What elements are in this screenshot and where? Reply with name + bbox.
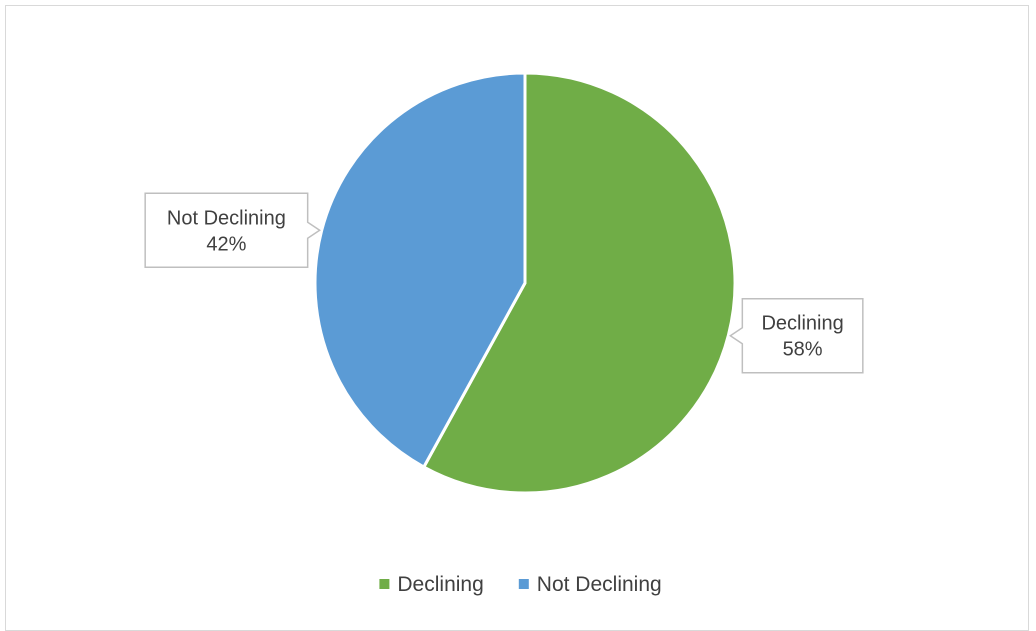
- data-label-category: Not Declining: [167, 207, 286, 229]
- legend-item-not-declining: Not Declining: [518, 573, 662, 596]
- legend-label: Not Declining: [537, 573, 662, 596]
- legend-swatch: [379, 579, 390, 589]
- data-labels: Declining 58% Not Declining 42%: [144, 192, 864, 374]
- legend-item-declining: Declining: [379, 573, 484, 596]
- legend: Declining Not Declining: [379, 573, 662, 596]
- pie-slice-not-declining: [313, 71, 527, 469]
- data-label-value: 58%: [783, 339, 823, 361]
- pie-slices: [313, 71, 737, 495]
- data-label-declining: Declining 58%: [728, 297, 864, 374]
- data-label-value: 42%: [206, 233, 246, 255]
- legend-swatch: [518, 579, 529, 589]
- callout-box-declining: [728, 297, 864, 374]
- callout-box-not-declining: [144, 192, 322, 269]
- data-label-category: Declining: [761, 313, 843, 335]
- legend-label: Declining: [397, 573, 483, 596]
- data-label-not-declining: Not Declining 42%: [144, 192, 322, 269]
- pie-slice-declining: [422, 71, 737, 495]
